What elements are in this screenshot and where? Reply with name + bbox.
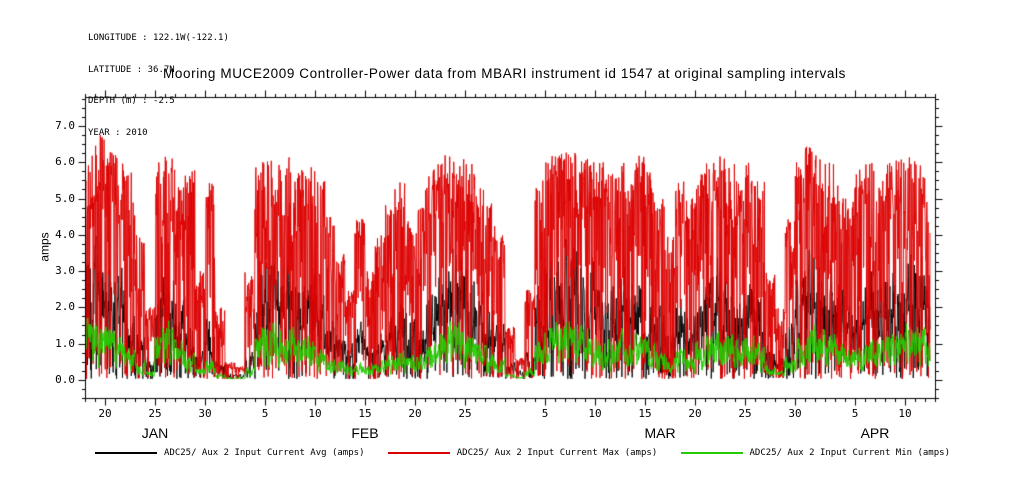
legend: ADC25/ Aux 2 Input Current Avg (amps) AD… bbox=[95, 448, 950, 458]
legend-label-min: ADC25/ Aux 2 Input Current Min (amps) bbox=[749, 448, 950, 458]
legend-label-avg: ADC25/ Aux 2 Input Current Avg (amps) bbox=[164, 448, 365, 458]
legend-line-max-icon bbox=[387, 452, 450, 454]
legend-item-max: ADC25/ Aux 2 Input Current Max (amps) bbox=[387, 448, 658, 458]
legend-item-avg: ADC25/ Aux 2 Input Current Avg (amps) bbox=[95, 448, 364, 458]
legend-line-avg-icon bbox=[95, 452, 157, 454]
y-axis-label: amps bbox=[37, 232, 52, 262]
legend-item-min: ADC25/ Aux 2 Input Current Min (amps) bbox=[680, 448, 950, 458]
legend-line-min-icon bbox=[680, 452, 743, 454]
legend-label-max: ADC25/ Aux 2 Input Current Max (amps) bbox=[456, 448, 658, 458]
